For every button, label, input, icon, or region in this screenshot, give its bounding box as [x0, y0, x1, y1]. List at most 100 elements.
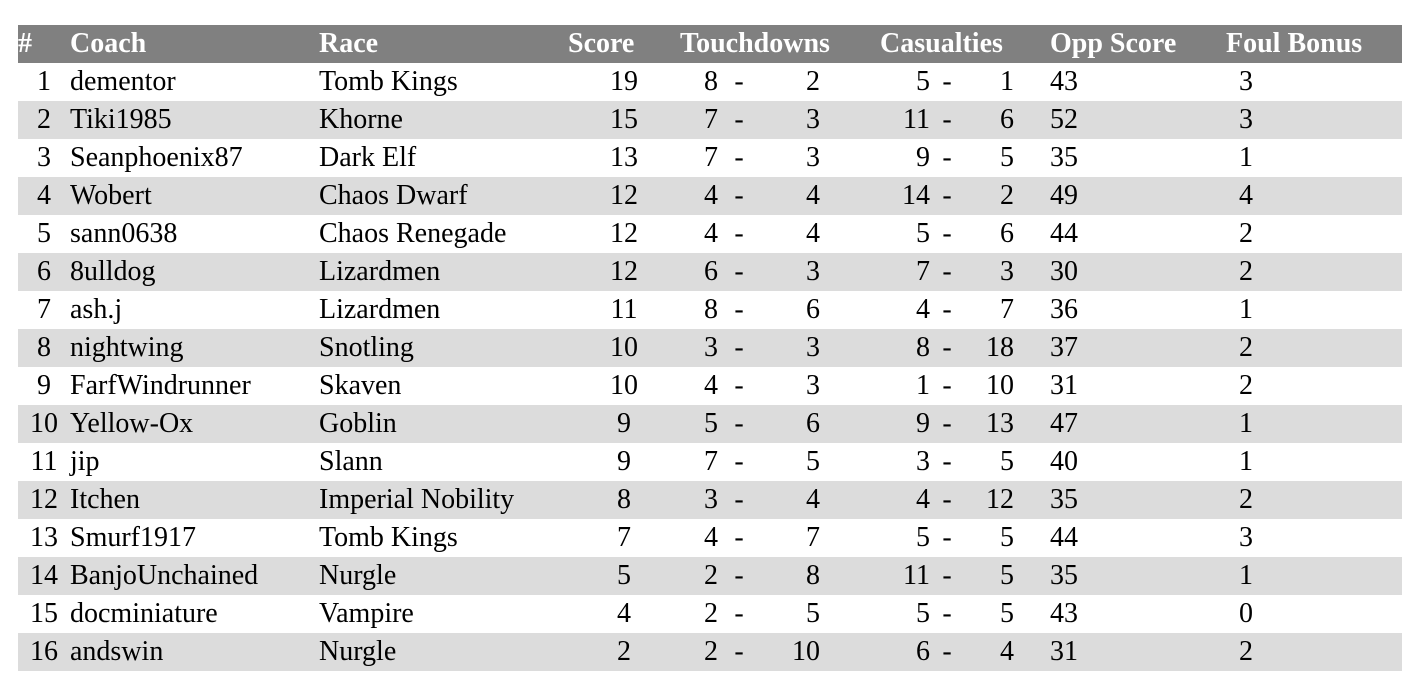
table-row[interactable]: 15 docminiature Vampire 4 2-5 5-5 43 0	[18, 595, 1402, 633]
casualties-separator: -	[942, 332, 952, 363]
table-row[interactable]: 1 dementor Tomb Kings 19 8-2 5-1 43 3	[18, 63, 1402, 101]
race-cell: Snotling	[319, 332, 414, 363]
race-cell: Skaven	[319, 370, 402, 401]
race-cell: Chaos Dwarf	[319, 180, 468, 211]
opp-score-cell: 30	[1050, 256, 1078, 287]
touchdowns-cell: 2- 8	[680, 557, 880, 595]
touchdowns-against: 4	[806, 180, 820, 211]
touchdowns-cell: 4-4	[680, 177, 880, 215]
foul-bonus-value: 2	[1239, 256, 1253, 287]
table-row[interactable]: 9 FarfWindrunner Skaven 10 4-3 1-10 31 2	[18, 367, 1402, 405]
casualties-separator: -	[942, 636, 952, 667]
casualties-pair: 5-5	[880, 519, 1050, 557]
table-row[interactable]: 2 Tiki1985 Khorne 15 7-3 11-6 52 3	[18, 101, 1402, 139]
touchdowns-cell: 5- 6	[680, 405, 880, 443]
foul-bonus-value: 3	[1239, 104, 1253, 135]
touchdowns-cell: 2- 10	[680, 633, 880, 671]
score-cell: 10	[610, 332, 638, 363]
casualties-pair: 9- 13	[880, 405, 1050, 443]
header-casualties[interactable]: Casualties	[880, 28, 1003, 59]
touchdowns-cell: 8- 2	[680, 63, 880, 101]
casualties-pair: 8- 18	[880, 329, 1050, 367]
touchdowns-pair: 2- 5	[680, 595, 880, 633]
casualties-against: 6	[1000, 104, 1014, 135]
foul-bonus-value: 3	[1239, 522, 1253, 553]
foul-bonus-value: 1	[1239, 142, 1253, 173]
coach-cell: Tiki1985	[70, 104, 172, 135]
rank-cell: 4	[37, 180, 51, 211]
casualties-separator: -	[942, 484, 952, 515]
table-row[interactable]: 6 8ulldog Lizardmen 12 6-3 7-3 30 2	[18, 253, 1402, 291]
score-cell: 12	[610, 218, 638, 249]
rank-cell: 8	[37, 332, 51, 363]
touchdowns-separator: -	[734, 294, 744, 325]
touchdowns-separator: -	[734, 104, 744, 135]
opp-score-cell: 31	[1050, 370, 1078, 401]
touchdowns-cell: 4- 3	[680, 367, 880, 405]
table-row[interactable]: 12 Itchen Imperial Nobility 8 3-4 4-12 35 2	[18, 481, 1402, 519]
touchdowns-separator: -	[734, 218, 744, 249]
casualties-separator: -	[942, 446, 952, 477]
foul-bonus-cell: 3	[1226, 519, 1402, 557]
touchdowns-cell: 7- 3	[680, 139, 880, 177]
header-opp-score[interactable]: Opp Score	[1050, 28, 1177, 59]
touchdowns-for: 4	[704, 370, 718, 401]
touchdowns-pair: 8- 2	[680, 63, 880, 101]
header-coach[interactable]: Coach	[70, 28, 147, 59]
header-race[interactable]: Race	[319, 28, 379, 59]
touchdowns-pair: 7- 5	[680, 443, 880, 481]
table-row[interactable]: 3 Seanphoenix87 Dark Elf 13 7-3 9-5 35 1	[18, 139, 1402, 177]
casualties-pair: 7- 3	[880, 253, 1050, 291]
header-touchdowns[interactable]: Touchdowns	[680, 28, 830, 59]
rank-cell: 12	[30, 484, 58, 515]
coach-cell: 8ulldog	[70, 256, 156, 287]
touchdowns-against: 2	[806, 66, 820, 97]
touchdowns-pair: 4- 3	[680, 367, 880, 405]
header-foul-bonus[interactable]: Foul Bonus	[1226, 28, 1363, 59]
casualties-for: 6	[916, 636, 930, 667]
table-row[interactable]: 5 sann0638 Chaos Renegade 12 4-4 5-6 44 2	[18, 215, 1402, 253]
table-row[interactable]: 16 andswin Nurgle 2 2-10 6-4 31 2	[18, 633, 1402, 671]
header-row: # Coach Race Score Touchdowns Casualties…	[18, 25, 1402, 63]
coach-cell: Seanphoenix87	[70, 142, 243, 173]
foul-bonus-value: 4	[1239, 180, 1253, 211]
touchdowns-for: 7	[704, 142, 718, 173]
foul-bonus-value: 2	[1239, 370, 1253, 401]
casualties-pair: 6- 4	[880, 633, 1050, 671]
table-row[interactable]: 14 BanjoUnchained Nurgle 5 2-8 11-5 35 1	[18, 557, 1402, 595]
header-score[interactable]: Score	[568, 28, 635, 59]
casualties-for: 11	[903, 560, 930, 591]
rank-cell: 15	[30, 598, 58, 629]
casualties-cell: 1- 10	[880, 367, 1050, 405]
opp-score-cell: 44	[1050, 522, 1078, 553]
touchdowns-against: 3	[806, 256, 820, 287]
table-row[interactable]: 4 Wobert Chaos Dwarf 12 4-4 14-2 49 4	[18, 177, 1402, 215]
opp-score-cell: 47	[1050, 408, 1078, 439]
foul-bonus-cell: 3	[1226, 101, 1402, 139]
table-row[interactable]: 7 ash.j Lizardmen 11 8-6 4-7 36 1	[18, 291, 1402, 329]
touchdowns-cell: 3-3	[680, 329, 880, 367]
casualties-against: 3	[1000, 256, 1014, 287]
table-row[interactable]: 8 nightwing Snotling 10 3-3 8-18 37 2	[18, 329, 1402, 367]
touchdowns-for: 2	[704, 598, 718, 629]
touchdowns-for: 6	[704, 256, 718, 287]
score-cell: 4	[617, 598, 631, 629]
rank-cell: 7	[37, 294, 51, 325]
table-row[interactable]: 13 Smurf1917 Tomb Kings 7 4-7 5-5 44 3	[18, 519, 1402, 557]
foul-bonus-cell: 2	[1226, 215, 1402, 253]
touchdowns-separator: -	[734, 560, 744, 591]
header-rank[interactable]: #	[18, 28, 32, 59]
touchdowns-separator: -	[734, 256, 744, 287]
opp-score-cell: 43	[1050, 66, 1078, 97]
table-row[interactable]: 11 jip Slann 9 7-5 3-5 40 1	[18, 443, 1402, 481]
touchdowns-separator: -	[734, 522, 744, 553]
casualties-pair: 1- 10	[880, 367, 1050, 405]
table-row[interactable]: 10 Yellow-Ox Goblin 9 5-6 9-13 47 1	[18, 405, 1402, 443]
casualties-against: 18	[986, 332, 1014, 363]
touchdowns-cell: 6- 3	[680, 253, 880, 291]
coach-cell: nightwing	[70, 332, 184, 363]
foul-bonus-value: 2	[1239, 636, 1253, 667]
casualties-separator: -	[942, 142, 952, 173]
opp-score-cell: 36	[1050, 294, 1078, 325]
touchdowns-pair: 2- 10	[680, 633, 880, 671]
